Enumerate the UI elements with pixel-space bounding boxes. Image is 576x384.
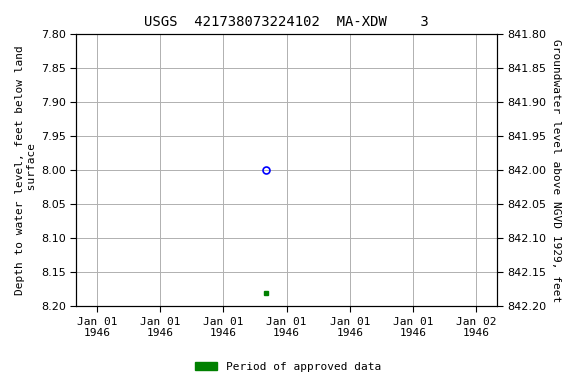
Legend: Period of approved data: Period of approved data bbox=[191, 358, 385, 377]
Y-axis label: Groundwater level above NGVD 1929, feet: Groundwater level above NGVD 1929, feet bbox=[551, 39, 561, 302]
Y-axis label: Depth to water level, feet below land
 surface: Depth to water level, feet below land su… bbox=[15, 45, 37, 295]
Title: USGS  421738073224102  MA-XDW    3: USGS 421738073224102 MA-XDW 3 bbox=[145, 15, 429, 29]
